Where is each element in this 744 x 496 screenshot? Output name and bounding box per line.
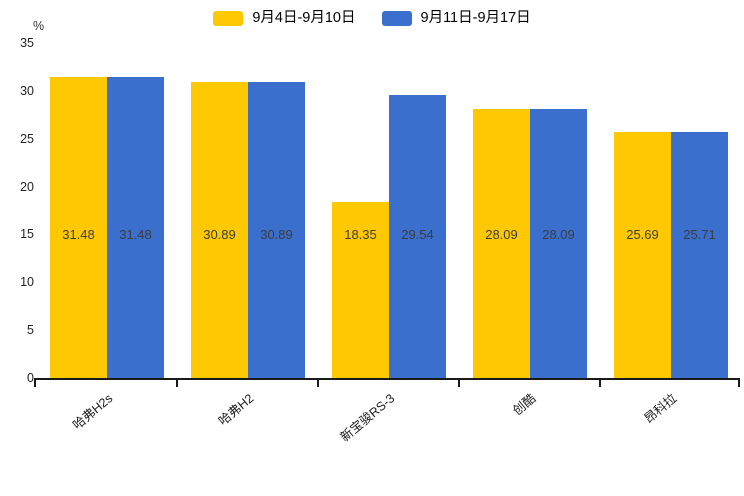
bar[interactable]: 31.48 bbox=[107, 76, 164, 378]
y-axis-tick-label: 5 bbox=[27, 322, 34, 337]
bar-value-label: 30.89 bbox=[260, 227, 293, 242]
x-axis-line bbox=[34, 378, 740, 380]
x-axis-category-label: 昂科拉 bbox=[641, 391, 680, 427]
bar[interactable]: 28.09 bbox=[530, 109, 587, 378]
bar[interactable]: 25.71 bbox=[671, 131, 728, 378]
legend-swatch-blue-icon bbox=[381, 10, 412, 26]
bar-value-label: 18.35 bbox=[344, 227, 377, 242]
y-axis-tick-label: 25 bbox=[20, 131, 34, 146]
x-axis-category-label: 新宝骏RS-3 bbox=[337, 391, 398, 445]
x-axis-tick bbox=[738, 379, 740, 387]
bar[interactable]: 29.54 bbox=[389, 95, 446, 378]
bar-value-label: 28.09 bbox=[542, 227, 575, 242]
x-axis-tick bbox=[458, 379, 460, 387]
chart-legend: 9月4日-9月10日 9月11日-9月17日 bbox=[0, 6, 744, 30]
bar-value-label: 29.54 bbox=[401, 227, 434, 242]
legend-item[interactable]: 9月4日-9月10日 bbox=[213, 9, 356, 26]
x-axis-category-label: 创酷 bbox=[510, 391, 539, 419]
legend-item[interactable]: 9月11日-9月17日 bbox=[381, 9, 531, 26]
y-axis-tick-label: 15 bbox=[20, 227, 34, 242]
legend-item-label: 9月4日-9月10日 bbox=[252, 9, 356, 26]
bar[interactable]: 30.89 bbox=[191, 82, 248, 378]
bar[interactable]: 30.89 bbox=[248, 82, 305, 378]
bar[interactable]: 25.69 bbox=[614, 132, 671, 378]
x-axis-category-label: 哈弗H2 bbox=[215, 391, 257, 429]
x-axis-tick bbox=[317, 379, 319, 387]
y-axis-tick-label: 0 bbox=[27, 370, 34, 385]
bar-value-label: 25.69 bbox=[626, 227, 659, 242]
x-axis-tick bbox=[176, 379, 178, 387]
y-axis-tick-label: 20 bbox=[20, 179, 34, 194]
bar-value-label: 30.89 bbox=[203, 227, 236, 242]
y-axis-unit-label: % bbox=[33, 19, 45, 33]
x-axis-tick bbox=[34, 379, 36, 387]
bar[interactable]: 31.48 bbox=[50, 76, 107, 378]
legend-item-label: 9月11日-9月17日 bbox=[420, 9, 531, 26]
y-axis-tick-label: 30 bbox=[20, 83, 34, 98]
bar-value-label: 25.71 bbox=[683, 227, 716, 242]
y-axis-tick-label: 35 bbox=[20, 35, 34, 50]
legend-swatch-yellow-icon bbox=[213, 10, 244, 26]
x-axis-tick bbox=[599, 379, 601, 387]
bar-value-label: 31.48 bbox=[119, 227, 152, 242]
bar-value-label: 31.48 bbox=[62, 227, 95, 242]
bar-value-label: 28.09 bbox=[485, 227, 518, 242]
bar[interactable]: 18.35 bbox=[332, 202, 389, 378]
y-axis-tick-label: 10 bbox=[20, 275, 34, 290]
x-axis-category-label: 哈弗H2s bbox=[70, 391, 116, 433]
bar[interactable]: 28.09 bbox=[473, 109, 530, 378]
